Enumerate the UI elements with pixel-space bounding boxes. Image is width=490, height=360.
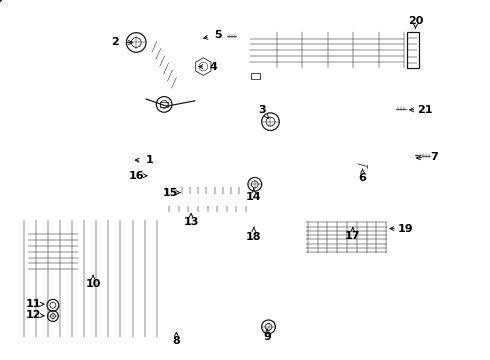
Text: 8: 8 (172, 336, 180, 346)
Bar (407, 32, 419, 68)
Text: 17: 17 (345, 231, 361, 241)
Text: 16: 16 (128, 171, 144, 181)
Bar (251, 73, 260, 79)
Text: 3: 3 (258, 105, 266, 115)
Text: 10: 10 (85, 279, 101, 289)
Text: 13: 13 (183, 217, 199, 228)
Text: 19: 19 (398, 224, 414, 234)
Text: 20: 20 (408, 16, 423, 26)
Text: 7: 7 (430, 152, 438, 162)
Text: 4: 4 (209, 62, 217, 72)
Text: 18: 18 (246, 232, 262, 242)
Text: 12: 12 (25, 310, 41, 320)
Text: 1: 1 (146, 155, 153, 165)
Text: 14: 14 (246, 192, 262, 202)
Bar (160, 102, 168, 107)
Text: 11: 11 (25, 299, 41, 309)
Text: 6: 6 (359, 173, 367, 183)
Text: 21: 21 (417, 105, 433, 115)
Text: 5: 5 (214, 30, 222, 40)
Text: 2: 2 (111, 37, 119, 48)
Text: 9: 9 (263, 332, 271, 342)
Text: 15: 15 (163, 188, 178, 198)
